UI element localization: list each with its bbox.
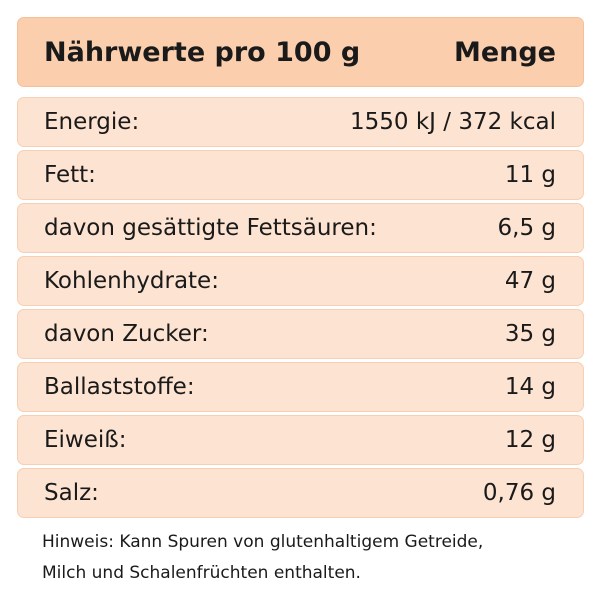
nutrient-label: Ballaststoffe:: [44, 374, 195, 400]
nutrient-amount: 11 g: [504, 162, 556, 188]
nutrient-label: davon gesättigte Fettsäuren:: [44, 215, 377, 241]
table-row: davon gesättigte Fettsäuren: 6,5 g: [17, 203, 584, 253]
nutrient-amount: 14 g: [504, 374, 556, 400]
table-row: davon Zucker: 35 g: [17, 309, 584, 359]
nutrient-amount: 47 g: [504, 268, 556, 294]
note: Hinweis: Kann Spuren von glutenhaltigem …: [42, 527, 483, 589]
header-title: Nährwerte pro 100 g: [44, 36, 361, 68]
nutrient-label: Eiweiß:: [44, 427, 127, 453]
table-row: Kohlenhydrate: 47 g: [17, 256, 584, 306]
nutrient-label: davon Zucker:: [44, 321, 209, 347]
table-row: Fett: 11 g: [17, 150, 584, 200]
nutrient-label: Kohlenhydrate:: [44, 268, 219, 294]
nutrient-amount: 1550 kJ / 372 kcal: [350, 109, 556, 135]
nutrient-amount: 6,5 g: [497, 215, 557, 241]
note-line: Milch und Schalenfrüchten enthalten.: [42, 563, 361, 583]
nutrient-label: Energie:: [44, 109, 140, 135]
nutrient-label: Salz:: [44, 480, 99, 506]
nutrient-label: Fett:: [44, 162, 96, 188]
table-row: Salz: 0,76 g: [17, 468, 584, 518]
table-row: Eiweiß: 12 g: [17, 415, 584, 465]
table-header: Nährwerte pro 100 g Menge: [17, 17, 584, 87]
table-row: Energie: 1550 kJ / 372 kcal: [17, 97, 584, 147]
header-column: Menge: [453, 36, 556, 68]
table-row: Ballaststoffe: 14 g: [17, 362, 584, 412]
note-line: Hinweis: Kann Spuren von glutenhaltigem …: [42, 532, 484, 552]
nutrient-amount: 0,76 g: [482, 480, 556, 506]
nutrient-amount: 12 g: [504, 427, 556, 453]
nutrient-amount: 35 g: [504, 321, 556, 347]
